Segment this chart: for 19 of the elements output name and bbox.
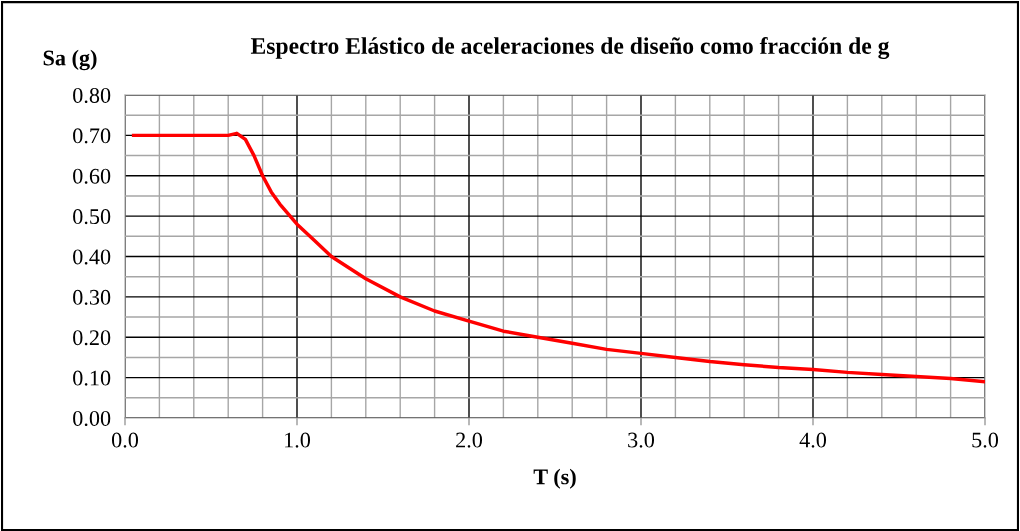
x-tick-label: 5.0 <box>972 432 999 448</box>
x-tick-label: 0.0 <box>111 432 139 448</box>
x-tick-label: 4.0 <box>799 432 827 448</box>
line-series <box>131 131 985 384</box>
y-tick-label: 0.00 <box>73 410 111 427</box>
y-axis-title: Sa (g) <box>43 49 97 71</box>
x-axis-title: T (s) <box>533 468 576 489</box>
y-tick-label: 0.40 <box>73 249 111 265</box>
chart-title: Espectro Elástico de aceleraciones de diseño como fracción de g <box>250 37 890 59</box>
y-tick-label: 0.30 <box>73 289 111 305</box>
x-tick-label: 1.0 <box>285 432 311 448</box>
y-tick-label: 0.70 <box>73 128 111 144</box>
y-tick-label: 0.50 <box>73 209 111 225</box>
y-tick-label: 0.60 <box>73 168 111 184</box>
x-tick-label: 2.0 <box>456 432 483 448</box>
y-tick-label: 0.80 <box>73 87 111 104</box>
y-tick-label: 0.10 <box>73 370 111 386</box>
y-tick-label: 0.20 <box>73 330 111 346</box>
x-tick-label: 3.0 <box>628 432 655 448</box>
